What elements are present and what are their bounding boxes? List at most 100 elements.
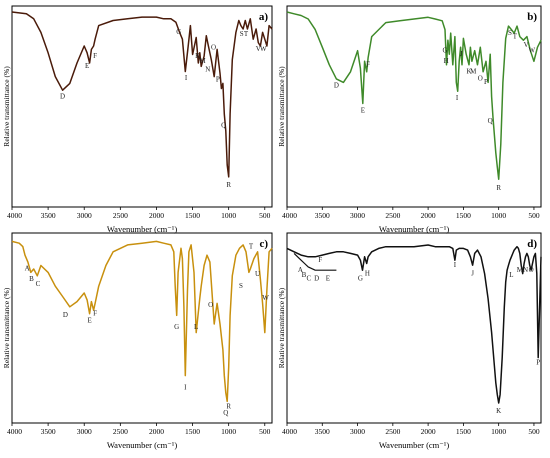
- peak-label-b: M: [470, 68, 477, 76]
- peak-label-b: P: [484, 78, 488, 86]
- peak-label-d: J: [471, 269, 474, 277]
- peak-label-d: H: [365, 269, 370, 277]
- peak-label-a: S: [240, 30, 244, 38]
- peak-label-c: T: [249, 242, 254, 250]
- peak-label-c: O: [208, 301, 213, 309]
- x-tick-label-a: 1000: [221, 211, 236, 220]
- peak-label-b: O: [478, 75, 483, 83]
- peak-label-a: G: [176, 28, 181, 36]
- peak-label-b: W: [529, 46, 536, 54]
- x-tick-label-c: 2500: [113, 427, 128, 436]
- peak-label-a: P: [216, 76, 220, 84]
- panel-a: a) Relative transmittance (%) Wavenumber…: [2, 5, 273, 234]
- peak-label-b: V: [524, 41, 529, 49]
- x-axis-label-c: Wavenumber (cm⁻¹): [107, 440, 177, 450]
- x-tick-label-c: 1500: [185, 427, 200, 436]
- peak-label-c: D: [63, 311, 68, 319]
- x-tick-label-d: 3500: [315, 427, 330, 436]
- peak-label-b: K: [467, 68, 472, 76]
- peak-label-b: E: [361, 106, 365, 114]
- peak-label-d: C: [307, 274, 312, 282]
- peak-label-a: E: [85, 62, 89, 70]
- x-tick-label-d: 4000: [282, 427, 297, 436]
- peak-label-d: N: [523, 266, 528, 274]
- spectrum-line-d-inset: [293, 252, 337, 271]
- x-tick-label-b: 3000: [350, 211, 365, 220]
- x-tick-label-a: 4000: [7, 211, 22, 220]
- x-tick-label-d: 500: [528, 427, 540, 436]
- plot-frame-d: [286, 232, 542, 424]
- x-tick-label-d: 3000: [350, 427, 365, 436]
- peak-label-c: A: [25, 265, 30, 273]
- panel-label-c: c): [259, 238, 268, 250]
- x-tick-label-c: 500: [259, 427, 271, 436]
- peak-label-c: E: [87, 316, 91, 324]
- peak-label-c: I: [184, 383, 187, 391]
- peak-label-d: D: [314, 274, 319, 282]
- peak-label-a: T: [244, 30, 249, 38]
- peak-label-c: L: [194, 323, 198, 331]
- peak-label-b: R: [496, 184, 501, 192]
- spectrum-line-b: [286, 11, 542, 180]
- peak-label-b: F: [366, 61, 370, 69]
- x-tick-label-c: 2000: [149, 427, 164, 436]
- x-axis-label-b: Wavenumber (cm⁻¹): [379, 224, 449, 234]
- peak-label-d: A: [298, 266, 303, 274]
- y-axis-label-b: Relative transmittance (%): [277, 66, 286, 147]
- peak-label-a: K: [195, 52, 200, 60]
- peak-label-a: O: [211, 43, 216, 51]
- peak-label-d: P: [536, 358, 540, 366]
- x-tick-label-b: 1000: [491, 211, 506, 220]
- peak-label-a: V: [256, 45, 261, 53]
- x-tick-label-d: 2500: [385, 427, 400, 436]
- x-tick-label-a: 2000: [149, 211, 164, 220]
- plot-frame-b: [286, 5, 542, 208]
- peak-label-c: R: [226, 402, 231, 410]
- peak-label-c: S: [239, 282, 243, 290]
- panel-d: d) Relative transmittance (%) Wavenumber…: [277, 232, 542, 450]
- peak-label-d: M: [517, 266, 524, 274]
- x-tick-label-a: 2500: [113, 211, 128, 220]
- peak-label-d: I: [454, 261, 457, 269]
- peak-label-d: O: [529, 266, 534, 274]
- peak-label-b: S: [508, 29, 512, 37]
- peak-label-c: C: [36, 280, 41, 288]
- x-tick-label-b: 2500: [385, 211, 400, 220]
- panel-label-a: a): [259, 11, 269, 23]
- x-tick-label-d: 1000: [491, 427, 506, 436]
- x-tick-label-b: 500: [528, 211, 540, 220]
- panel-c: c) Relative transmittance (%) Wavenumber…: [2, 232, 273, 450]
- peak-label-c: U: [255, 270, 260, 278]
- peak-label-d: F: [318, 256, 322, 264]
- peak-label-b: Q: [488, 117, 493, 125]
- x-tick-label-c: 1000: [221, 427, 236, 436]
- peak-label-a: N: [205, 66, 210, 74]
- x-axis-label-a: Wavenumber (cm⁻¹): [107, 224, 177, 234]
- peak-label-b: I: [456, 94, 459, 102]
- peak-label-a: Q: [221, 122, 226, 130]
- peak-label-d: L: [509, 271, 513, 279]
- peak-label-a: R: [226, 181, 231, 189]
- peak-label-b: G: [443, 46, 448, 54]
- peak-label-c: Q: [223, 409, 228, 417]
- peak-label-d: B: [302, 271, 307, 279]
- x-axis-label-d: Wavenumber (cm⁻¹): [379, 440, 449, 450]
- y-axis-label-c: Relative transmittance (%): [2, 287, 11, 368]
- x-tick-label-b: 4000: [282, 211, 297, 220]
- plot-frame-c: [11, 232, 273, 424]
- peak-label-b: H: [444, 57, 449, 65]
- x-tick-label-a: 500: [259, 211, 271, 220]
- peak-label-a: M: [200, 57, 207, 65]
- x-tick-label-b: 3500: [315, 211, 330, 220]
- peak-label-d: K: [496, 407, 501, 415]
- peak-label-a: I: [185, 74, 188, 82]
- peak-label-b: J: [460, 50, 463, 58]
- peak-label-a: F: [93, 52, 97, 60]
- x-tick-label-a: 3500: [41, 211, 56, 220]
- plot-frame-a: [11, 5, 273, 208]
- peak-label-b: D: [334, 82, 339, 90]
- x-tick-label-b: 2000: [421, 211, 436, 220]
- panel-b: b) Relative transmittance (%) Wavenumber…: [277, 5, 542, 234]
- x-tick-label-c: 3000: [77, 427, 92, 436]
